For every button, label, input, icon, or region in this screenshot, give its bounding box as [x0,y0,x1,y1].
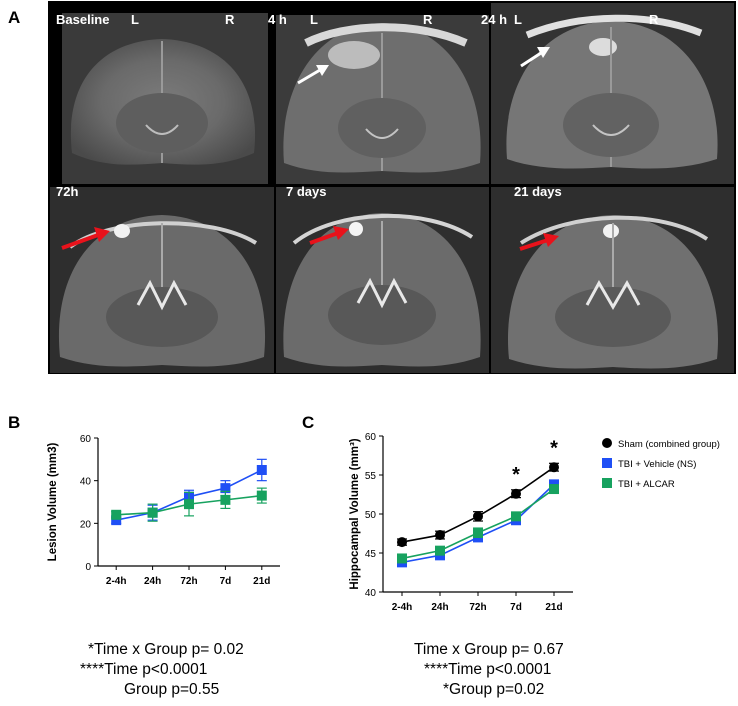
panel-c-stat-line: Time x Group p= 0.67 [414,641,564,658]
x-tick-label: 72h [180,576,197,587]
red-arrow-icon [519,233,559,251]
significance-star: * [512,464,520,486]
data-point [397,553,407,564]
series-line [401,488,555,560]
y-tick-label: 20 [80,519,92,530]
legend-label: TBI + ALCAR [618,479,675,490]
y-tick-label: 0 [85,562,91,573]
data-point [549,462,559,473]
significance-star: * [550,437,558,459]
tile-time-label: 21 days [514,184,562,199]
tile-time-label: 24 h [481,12,508,27]
data-point [220,483,231,494]
legend-marker [602,458,612,468]
panel-a-label: A [8,8,21,27]
x-tick-label: 2-4h [106,576,127,587]
panel-c-stat-line: ****Time p<0.0001 [424,661,552,678]
tile-right-marker: R [649,12,659,27]
mri-tile-7days [276,187,489,373]
hippocampal-volume-chart: 40 45 50 55 60 2-4h 24h 72h 7d 21d Hippocampal Vol… [349,432,720,613]
x-tick-label: 24h [144,576,161,587]
mri-tile-4h [276,3,489,184]
data-point [220,494,231,505]
panel-b-stat-line: *Time x Group p= 0.02 [88,641,244,658]
mri-image-grid: Baseline L R 4 h L R 24 h L R 72h 7 days… [48,1,736,374]
tile-time-label: 4 h [268,12,287,27]
arrow-overlay [61,47,559,251]
x-tick-label: 21d [545,602,562,613]
data-point [256,465,267,475]
data-point [549,484,559,495]
y-tick-label: 45 [365,549,377,560]
brain-slice-image [50,187,274,373]
tile-left-marker: L [310,12,318,27]
series-line [401,483,555,564]
x-tick-label: 72h [469,602,486,613]
mri-tile-21days [491,187,734,373]
y-tick-label: 40 [365,588,377,599]
x-tick-label: 7d [220,576,232,587]
tile-right-marker: R [423,12,433,27]
y-tick-label: 50 [365,510,377,521]
mri-tile-baseline [50,3,274,184]
lesion-volume-chart: 0 20 40 60 2-4h 24h 72h 7d 21d Lesion Volume (mm3… [47,434,280,587]
data-point [511,511,521,522]
data-point [256,490,267,501]
brain-slice-image [491,3,734,184]
data-point [111,509,122,520]
panel-b-stat-line: Group p=0.55 [124,681,220,698]
legend-label: Sham (combined group) [618,439,720,450]
brain-slice-image [62,13,268,184]
tile-left-marker: L [514,12,522,27]
y-tick-label: 55 [365,471,377,482]
legend-marker [602,478,612,488]
data-point [435,545,445,556]
panel-b-stat-line: ****Time p<0.0001 [80,661,208,678]
data-point [184,499,194,510]
brain-slice-image [491,187,734,373]
tile-time-label: 72h [56,184,79,199]
data-point [435,530,445,541]
x-tick-label: 7d [510,602,522,613]
y-tick-label: 40 [80,477,92,488]
x-tick-label: 21d [253,576,270,587]
tile-right-marker: R [225,12,235,27]
y-axis-label: Lesion Volume (mm3) [47,443,59,562]
mri-tile-72h [50,187,274,373]
data-point [511,488,521,499]
tile-time-label: 7 days [286,184,327,199]
white-arrow-icon [297,65,329,85]
white-arrow-icon [520,47,550,68]
panel-c-stat-line: *Group p=0.02 [443,681,545,698]
tile-time-label: Baseline [56,12,110,27]
legend-label: TBI + Vehicle (NS) [618,459,696,470]
panel-c-label: C [302,413,315,432]
y-tick-label: 60 [80,434,92,445]
data-point [473,527,483,538]
x-tick-label: 24h [431,602,448,613]
legend-marker [602,438,612,448]
data-point [473,511,483,522]
y-tick-label: 60 [365,432,377,443]
brain-slice-image [276,187,489,373]
x-tick-label: 2-4h [392,602,413,613]
data-point [111,515,122,526]
data-point [147,507,158,518]
brain-slice-image [276,15,489,184]
y-axis-label: Hippocampal Volume (mm³) [349,438,361,589]
panel-b-label: B [8,413,21,432]
mri-tile-24h [491,3,734,184]
data-point [397,537,407,548]
tile-left-marker: L [131,12,139,27]
red-arrow-icon [309,226,349,245]
red-arrow-icon [61,227,110,250]
